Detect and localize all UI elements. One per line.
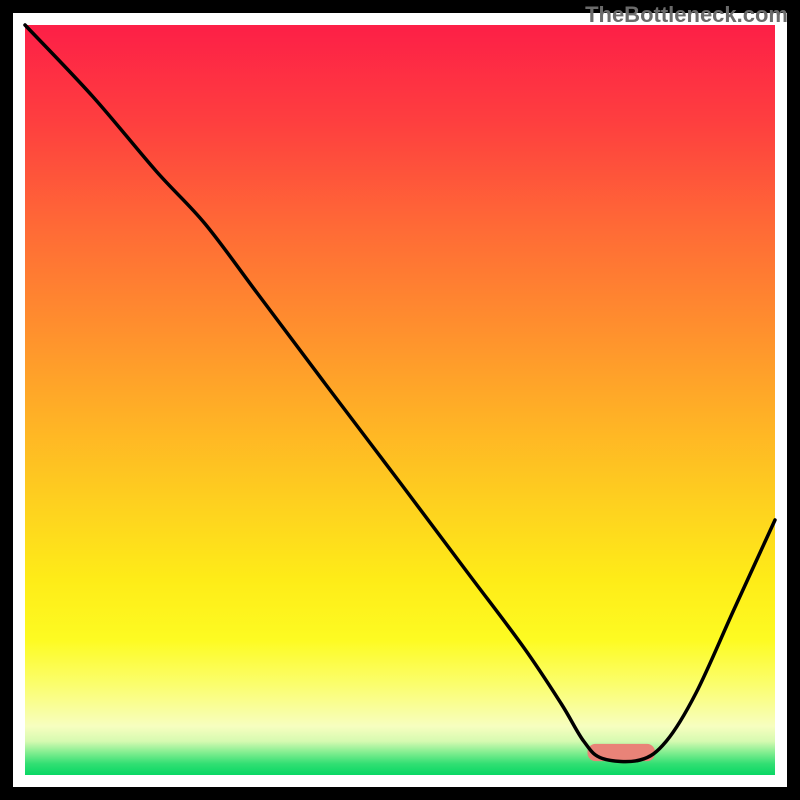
chart-stage: TheBottleneck.com [0,0,800,800]
bottleneck-chart-svg [0,0,800,800]
plot-background [25,25,775,775]
attribution-label: TheBottleneck.com [585,2,788,28]
